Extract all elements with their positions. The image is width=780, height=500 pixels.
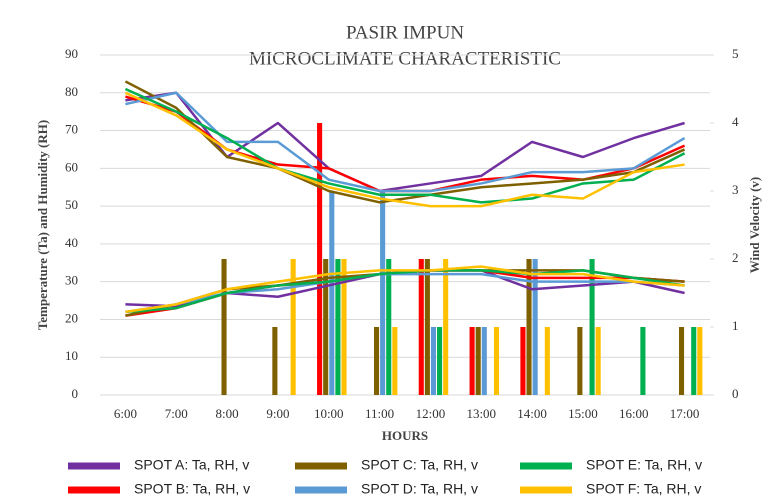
y-tick-label: 10 [65,348,78,363]
bar [317,123,323,395]
bar [341,259,347,395]
legend-label: SPOT E: Ta, RH, v [586,457,702,473]
x-tick-label: 15:00 [568,406,598,421]
line-ta [125,272,685,314]
legend-label: SPOT D: Ta, RH, v [361,481,478,497]
legend-label: SPOT F: Ta, RH, v [586,481,701,497]
x-axis-label: HOURS [382,428,428,443]
x-tick-label: 11:00 [365,406,394,421]
legend-label: SPOT A: Ta, RH, v [134,457,249,473]
bar [697,327,703,395]
chart-title: MICROCLIMATE CHARACTERISTIC [249,48,561,69]
bar [380,191,386,395]
y-tick-label: 20 [65,310,78,325]
x-tick-label: 9:00 [266,406,289,421]
y2-tick-label: 0 [732,386,739,401]
bar [544,327,550,395]
x-tick-label: 6:00 [114,406,137,421]
x-tick-label: 10:00 [314,406,344,421]
y-axis-label: Temperature (Ta) and Humidity (RH) [35,120,50,330]
bar [481,327,487,395]
x-tick-label: 16:00 [619,406,649,421]
bar [418,259,424,395]
x-tick-label: 12:00 [416,406,446,421]
y-tick-label: 50 [65,197,78,212]
chart-title: PASIR IMPUN [346,22,464,43]
y-tick-label: 70 [65,122,78,137]
legend-label: SPOT C: Ta, RH, v [361,457,478,473]
x-tick-label: 8:00 [216,406,239,421]
bar [392,327,398,395]
y2-tick-label: 1 [732,318,739,333]
x-tick-label: 14:00 [517,406,547,421]
bar [691,327,697,395]
line-rh [124,87,686,204]
line-rh [124,91,685,208]
bar [323,259,329,395]
bar [532,259,538,395]
bar [475,327,481,395]
bar [437,327,443,395]
line-rh [125,91,685,193]
line-ta [125,265,685,314]
y2-tick-label: 5 [732,46,739,61]
bar [640,327,646,395]
bar [430,327,437,395]
bar [329,191,335,395]
bar [272,327,278,395]
bar [589,259,595,395]
bar [290,259,296,395]
line-rh [124,80,686,204]
x-tick-label: 17:00 [670,406,700,421]
bar [469,327,475,395]
y2-tick-label: 4 [732,114,739,129]
bar [595,327,601,395]
bar [577,327,583,395]
y2-tick-label: 3 [732,182,739,197]
bar [335,259,341,395]
bar [520,327,526,395]
y-tick-label: 90 [65,46,78,61]
y-tick-label: 80 [65,84,78,99]
line-ta [125,269,685,314]
y2-axis-label: Wind Velocity (v) [747,177,762,274]
bar [221,259,227,395]
y2-tick-label: 2 [732,250,739,265]
bar [493,327,500,395]
y-tick-label: 30 [65,273,78,288]
y-tick-label: 0 [72,386,79,401]
bar [526,259,532,395]
bar [386,259,392,395]
bar [443,259,449,395]
bar [373,327,380,395]
legend-label: SPOT B: Ta, RH, v [134,481,250,497]
bar [678,327,685,395]
y-tick-label: 60 [65,159,78,174]
x-tick-label: 13:00 [466,406,496,421]
y-tick-label: 40 [65,235,78,250]
x-tick-label: 7:00 [165,406,188,421]
bar [424,259,430,395]
